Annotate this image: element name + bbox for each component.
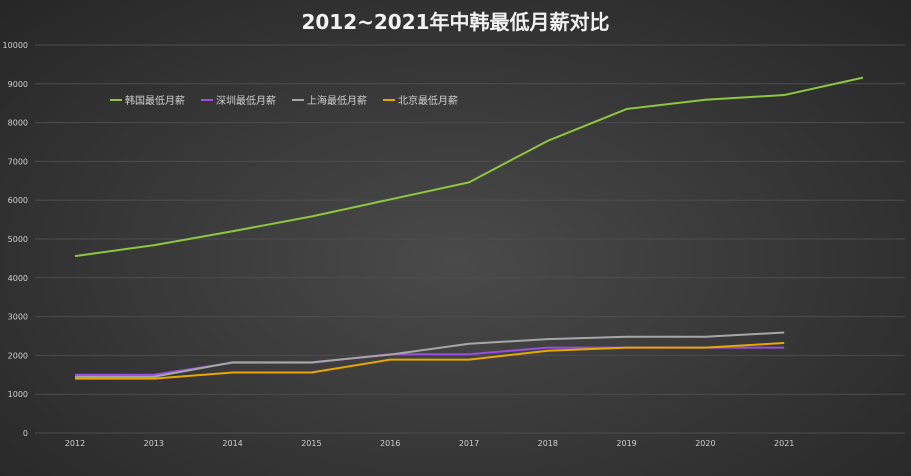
x-tick-label: 2012 <box>65 439 85 448</box>
legend-label: 上海最低月薪 <box>307 96 367 107</box>
y-tick-label: 6000 <box>8 196 28 205</box>
series-line <box>74 76 864 258</box>
legend-label: 韩国最低月薪 <box>125 96 185 107</box>
chart-title: 2012~2021年中韩最低月薪对比 <box>301 10 610 34</box>
y-tick-label: 8000 <box>8 119 28 128</box>
legend-swatch <box>292 98 304 101</box>
y-tick-label: 2000 <box>8 351 28 360</box>
x-tick-label: 2017 <box>459 439 479 448</box>
x-tick-label: 2019 <box>616 439 636 448</box>
x-tick-label: 2014 <box>222 439 242 448</box>
legend-item: 北京最低月薪 <box>383 92 458 107</box>
x-tick-label: 2018 <box>538 439 558 448</box>
legend-item: 深圳最低月薪 <box>201 92 276 107</box>
legend-label: 北京最低月薪 <box>398 96 458 107</box>
y-tick-label: 4000 <box>8 274 28 283</box>
legend-swatch <box>201 98 213 101</box>
y-tick-label: 10000 <box>3 41 28 50</box>
x-tick-label: 2015 <box>301 439 321 448</box>
series-line <box>75 341 785 380</box>
series-line <box>75 331 785 378</box>
y-tick-label: 3000 <box>8 313 28 322</box>
x-tick-label: 2016 <box>380 439 400 448</box>
legend-item: 上海最低月薪 <box>292 92 367 107</box>
legend-label: 深圳最低月薪 <box>216 96 276 107</box>
y-tick-label: 0 <box>23 429 28 438</box>
y-tick-label: 9000 <box>8 80 28 89</box>
y-tick-label: 5000 <box>8 235 28 244</box>
legend-swatch <box>383 98 395 101</box>
x-tick-label: 2013 <box>144 439 164 448</box>
x-tick-label: 2020 <box>695 439 715 448</box>
x-tick-label: 2021 <box>774 439 794 448</box>
legend-swatch <box>110 98 122 101</box>
legend-item: 韩国最低月薪 <box>110 92 185 107</box>
y-tick-label: 7000 <box>8 157 28 166</box>
legend: 韩国最低月薪 深圳最低月薪 上海最低月薪 北京最低月薪 <box>110 92 458 107</box>
y-tick-label: 1000 <box>8 390 28 399</box>
